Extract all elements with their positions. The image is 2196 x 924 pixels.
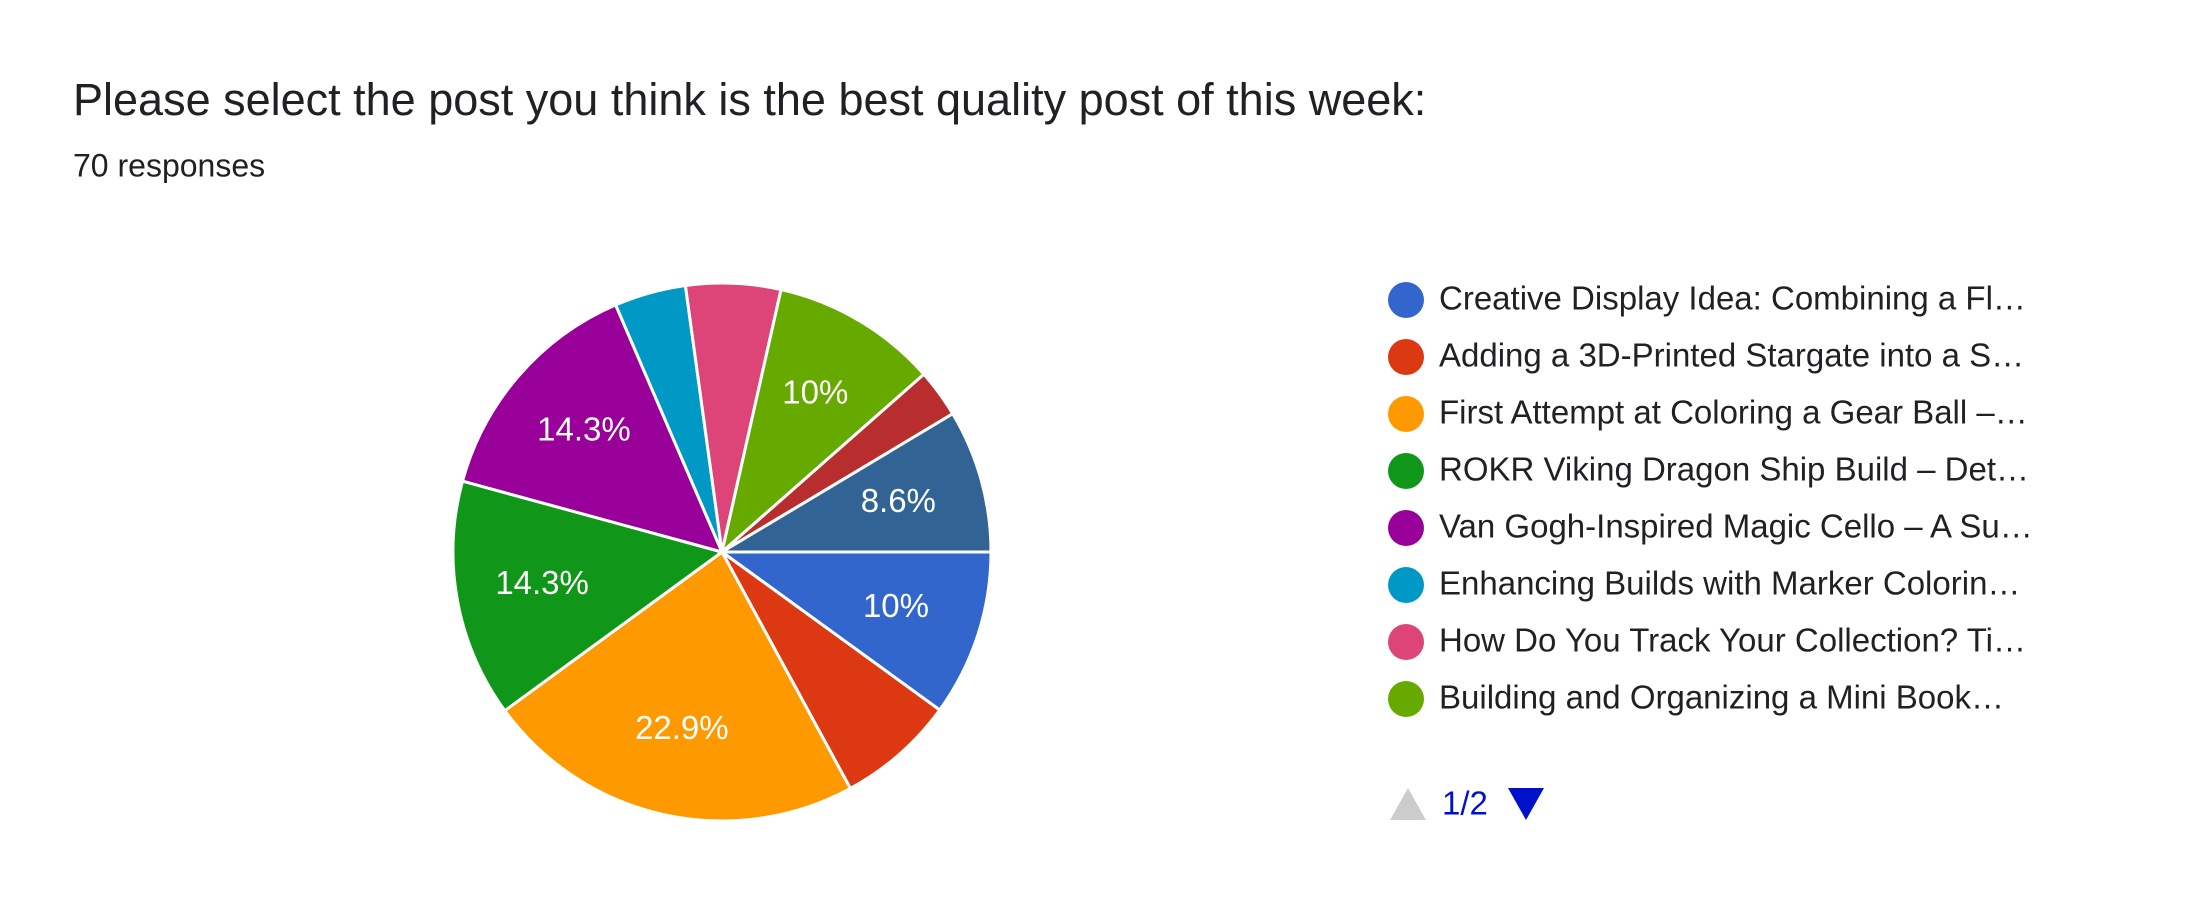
legend-label: Building and Organizing a Mini Book… (1439, 679, 2004, 716)
legend-label: How Do You Track Your Collection? Ti… (1439, 622, 2026, 659)
legend-swatch (1388, 339, 1424, 375)
chart-title: Please select the post you think is the … (73, 74, 1426, 125)
legend-swatch (1388, 453, 1424, 489)
data-label: 14.3% (495, 564, 589, 601)
legend-swatch (1388, 567, 1424, 603)
data-label: 22.9% (635, 709, 729, 746)
legend-swatch (1388, 681, 1424, 717)
page-indicator: 1/2 (1442, 785, 1488, 822)
data-label: 8.6% (861, 482, 936, 519)
pie-slice (451, 479, 726, 713)
data-label: 10% (782, 373, 848, 410)
pie-slice (719, 287, 927, 557)
legend-label: ROKR Viking Dragon Ship Build – Det… (1439, 451, 2029, 488)
data-label: 14.3% (537, 411, 631, 448)
pie-slice (502, 549, 853, 823)
legend-swatch (1388, 282, 1424, 318)
chart-subtitle: 70 responses (73, 147, 265, 183)
pie-slice (460, 302, 725, 555)
pie-slice (716, 411, 993, 554)
page-up[interactable] (1390, 788, 1426, 820)
legend-swatch (1388, 510, 1424, 546)
legend-label: Enhancing Builds with Marker Colorin… (1439, 565, 2020, 602)
legend-swatch (1388, 396, 1424, 432)
pie-slice (720, 550, 942, 791)
legend-label: First Attempt at Coloring a Gear Ball –… (1439, 394, 2028, 431)
legend-label: Creative Display Idea: Combining a Fl… (1439, 280, 2026, 317)
legend-label: Van Gogh-Inspired Magic Cello – A Su… (1439, 508, 2033, 545)
legend-swatch (1388, 624, 1424, 660)
legend-label: Adding a 3D-Printed Stargate into a S… (1439, 337, 2024, 374)
data-label: 10% (863, 587, 929, 624)
pie-slice (717, 550, 993, 713)
page-down[interactable] (1508, 788, 1544, 820)
